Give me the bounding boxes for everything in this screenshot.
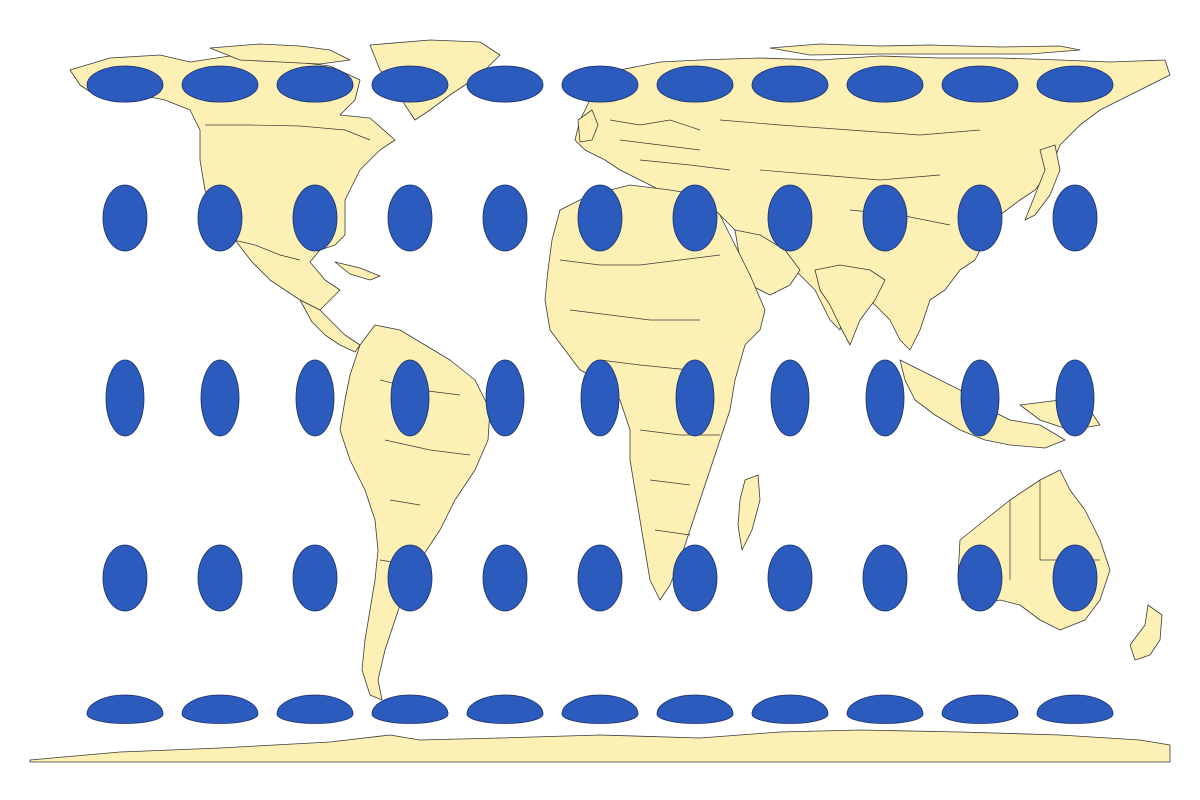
tissot-indicatrix [675, 359, 715, 437]
tissot-indicatrix [846, 65, 924, 103]
new-zealand [1129, 604, 1163, 661]
british-isles [577, 109, 599, 143]
tissot-indicatrix [86, 694, 164, 724]
tissot-indicatrix [580, 359, 620, 437]
tissot-indicatrix [371, 694, 449, 724]
tissot-indicatrix [862, 544, 908, 612]
tissot-indicatrix [846, 694, 924, 724]
tissot-indicatrix [1036, 65, 1114, 103]
tissot-indicatrix [371, 65, 449, 103]
tissot-indicatrix [957, 544, 1003, 612]
tissot-indicatrix [957, 184, 1003, 252]
tissot-indicatrix [960, 359, 1000, 437]
caribbean-islands [334, 261, 381, 281]
tissot-indicatrix [767, 544, 813, 612]
central-america [299, 299, 361, 353]
south-america [339, 324, 491, 701]
japan [1024, 144, 1061, 221]
tissot-indicatrix [292, 184, 338, 252]
tissot-indicatrix [941, 694, 1019, 724]
tissot-indicatrix [577, 544, 623, 612]
tissot-indicatrix [656, 65, 734, 103]
tissot-indicatrix [466, 65, 544, 103]
tissot-indicatrix [1052, 544, 1098, 612]
tissot-indicatrix [1055, 359, 1095, 437]
madagascar [737, 474, 761, 551]
tissot-indicatrix [181, 694, 259, 724]
tissot-indicatrix [86, 65, 164, 103]
tissot-indicatrix [197, 544, 243, 612]
tissot-indicatrix [200, 359, 240, 437]
tissot-indicatrix [466, 694, 544, 724]
tissot-indicatrix [656, 694, 734, 724]
tissot-indicatrix [276, 694, 354, 724]
tissot-indicatrix [751, 65, 829, 103]
arctic-islands [209, 43, 351, 65]
tissot-indicatrix [1052, 184, 1098, 252]
indian-subcontinent [814, 264, 886, 346]
tissot-indicatrix [387, 184, 433, 252]
tissot-indicatrix [751, 694, 829, 724]
tissot-indicatrix [485, 359, 525, 437]
tissot-indicatrix [767, 184, 813, 252]
tissot-indicatrix [387, 544, 433, 612]
tissot-indicatrix [276, 65, 354, 103]
tissot-indicatrix [941, 65, 1019, 103]
europe-borders [609, 119, 731, 171]
tissot-indicatrix [105, 359, 145, 437]
tissot-indicatrix [862, 184, 908, 252]
us-canada-border [205, 124, 371, 141]
tissot-indicatrix [197, 184, 243, 252]
tissot-indicatrix [292, 544, 338, 612]
tissot-indicatrix [1036, 694, 1114, 724]
tissot-indicatrix [561, 65, 639, 103]
africa-borders [559, 254, 721, 536]
tissot-indicatrix [865, 359, 905, 437]
tissot-indicatrix [102, 184, 148, 252]
tissot-indicatrix [390, 359, 430, 437]
tissot-indicatrix [482, 544, 528, 612]
tissot-indicatrix [102, 544, 148, 612]
tissot-indicatrix [672, 544, 718, 612]
tissot-indicatrix [482, 184, 528, 252]
tissot-indicatrices [86, 65, 1114, 724]
us-mexico-border [224, 237, 301, 261]
arctic-islands-east [769, 43, 1081, 56]
tissot-indicatrix [561, 694, 639, 724]
tissot-indicatrix [577, 184, 623, 252]
tissot-indicatrix [181, 65, 259, 103]
antarctica [29, 729, 1171, 763]
tissot-indicatrix [672, 184, 718, 252]
tissot-indicatrix [770, 359, 810, 437]
tissot-indicatrix [295, 359, 335, 437]
